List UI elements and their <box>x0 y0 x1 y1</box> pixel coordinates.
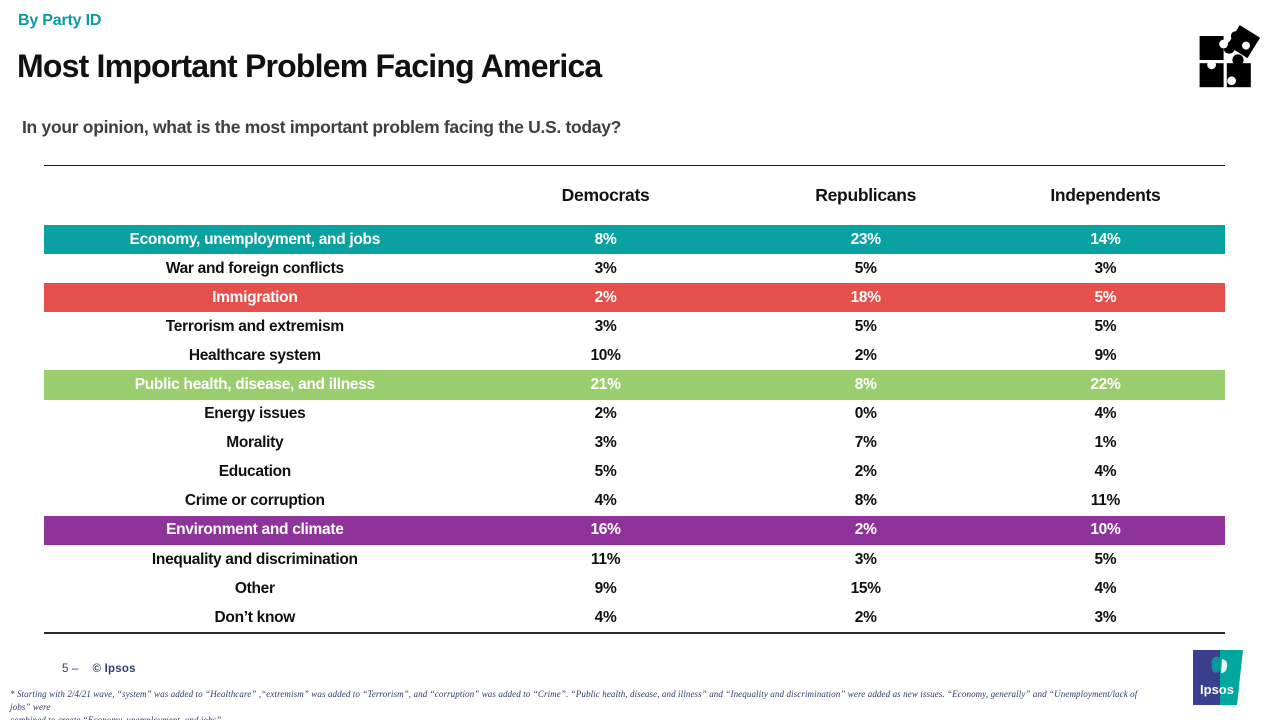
democrats-value: 3% <box>594 317 617 335</box>
table-row: War and foreign conflicts 3% 5% 3% <box>44 254 1225 283</box>
democrats-value: 4% <box>594 608 617 626</box>
table-row: Energy issues 2% 0% 4% <box>44 400 1225 429</box>
republicans-value: 5% <box>854 317 877 335</box>
ipsos-logo: Ipsos <box>1193 650 1243 705</box>
independents-value: 3% <box>1094 259 1117 277</box>
democrats-value: 16% <box>590 521 621 539</box>
democrats-value: 2% <box>594 288 617 306</box>
issue-label: Education <box>218 463 292 481</box>
issue-label: Environment and climate <box>166 521 344 539</box>
democrats-value: 10% <box>590 346 621 364</box>
independents-value: 9% <box>1094 346 1117 364</box>
issue-label: Other <box>234 579 275 597</box>
independents-value: 22% <box>1090 376 1121 394</box>
table-row: Environment and climate 16% 2% 10% <box>44 515 1225 546</box>
democrats-value: 3% <box>594 434 617 452</box>
independents-value: 3% <box>1094 608 1117 626</box>
table-row: Terrorism and extremism 3% 5% 5% <box>44 312 1225 341</box>
table-row: Don’t know 4% 2% 3% <box>44 603 1225 632</box>
republicans-value: 2% <box>854 346 877 364</box>
issue-label: Terrorism and extremism <box>165 317 344 335</box>
republicans-value: 18% <box>850 288 881 306</box>
footer-page-line: 5 – © Ipsos <box>62 663 136 675</box>
independents-value: 4% <box>1094 463 1117 481</box>
table-row: Economy, unemployment, and jobs 8% 23% 1… <box>44 225 1225 255</box>
democrats-value: 3% <box>594 259 617 277</box>
column-header-independents: Independents <box>1050 185 1161 205</box>
independents-value: 10% <box>1090 521 1121 539</box>
independents-value: 14% <box>1090 230 1121 248</box>
column-header-democrats: Democrats <box>561 185 650 205</box>
issue-label: War and foreign conflicts <box>165 259 344 277</box>
democrats-value: 4% <box>594 492 617 510</box>
table-row: Public health, disease, and illness 21% … <box>44 370 1225 400</box>
democrats-value: 5% <box>594 463 617 481</box>
issue-label: Public health, disease, and illness <box>134 376 375 394</box>
eyebrow-by-party-id: By Party ID <box>18 12 102 29</box>
independents-value: 4% <box>1094 579 1117 597</box>
republicans-value: 15% <box>850 579 881 597</box>
table-row: Healthcare system 10% 2% 9% <box>44 341 1225 370</box>
republicans-value: 8% <box>854 376 877 394</box>
independents-value: 11% <box>1090 492 1121 510</box>
republicans-value: 5% <box>854 259 877 277</box>
footnote: * Starting with 2/4/21 wave, “system” wa… <box>10 688 1160 720</box>
table-top-rule <box>44 165 1225 166</box>
table-row: Inequality and discrimination 11% 3% 5% <box>44 545 1225 574</box>
independents-value: 5% <box>1094 550 1117 568</box>
democrats-value: 9% <box>594 579 617 597</box>
republicans-value: 23% <box>850 230 881 248</box>
issue-label: Immigration <box>212 288 298 306</box>
republicans-value: 0% <box>854 405 877 423</box>
issue-label: Don’t know <box>214 608 296 626</box>
issue-label: Crime or corruption <box>184 492 325 510</box>
republicans-value: 2% <box>854 521 877 539</box>
issue-label: Morality <box>226 434 284 452</box>
independents-value: 5% <box>1094 317 1117 335</box>
table-header-row: Democrats Republicans Independents <box>44 166 1225 225</box>
table-row: Education 5% 2% 4% <box>44 458 1225 487</box>
independents-value: 5% <box>1094 288 1117 306</box>
results-table: Democrats Republicans Independents Econo… <box>44 165 1225 635</box>
democrats-value: 11% <box>590 550 621 568</box>
puzzle-icon <box>1199 25 1261 88</box>
ipsos-logo-text: Ipsos <box>1200 682 1234 697</box>
issue-label: Economy, unemployment, and jobs <box>129 230 381 248</box>
footnote-line-2: combined to create “Economy, unemploymen… <box>10 715 222 720</box>
issue-label: Inequality and discrimination <box>151 550 358 568</box>
results-table-body: Economy, unemployment, and jobs 8% 23% 1… <box>44 225 1225 635</box>
republicans-value: 8% <box>854 492 877 510</box>
democrats-value: 21% <box>590 376 621 394</box>
republicans-value: 7% <box>854 434 877 452</box>
table-row: Crime or corruption 4% 8% 11% <box>44 487 1225 516</box>
page-number: 5 – <box>62 663 79 675</box>
republicans-value: 3% <box>854 550 877 568</box>
democrats-value: 2% <box>594 405 617 423</box>
page-title: Most Important Problem Facing America <box>17 48 602 84</box>
table-row: Other 9% 15% 4% <box>44 574 1225 603</box>
table-row: Morality 3% 7% 1% <box>44 429 1225 458</box>
survey-question: In your opinion, what is the most import… <box>22 117 622 137</box>
footnote-line-1: * Starting with 2/4/21 wave, “system” wa… <box>10 689 1138 712</box>
copyright: © Ipsos <box>92 663 136 675</box>
independents-value: 4% <box>1094 405 1117 423</box>
republicans-value: 2% <box>854 463 877 481</box>
democrats-value: 8% <box>594 230 617 248</box>
issue-label: Healthcare system <box>188 346 321 364</box>
republicans-value: 2% <box>854 608 877 626</box>
independents-value: 1% <box>1094 434 1117 452</box>
issue-label: Energy issues <box>204 405 306 423</box>
table-row: Immigration 2% 18% 5% <box>44 283 1225 313</box>
column-header-republicans: Republicans <box>815 185 917 205</box>
